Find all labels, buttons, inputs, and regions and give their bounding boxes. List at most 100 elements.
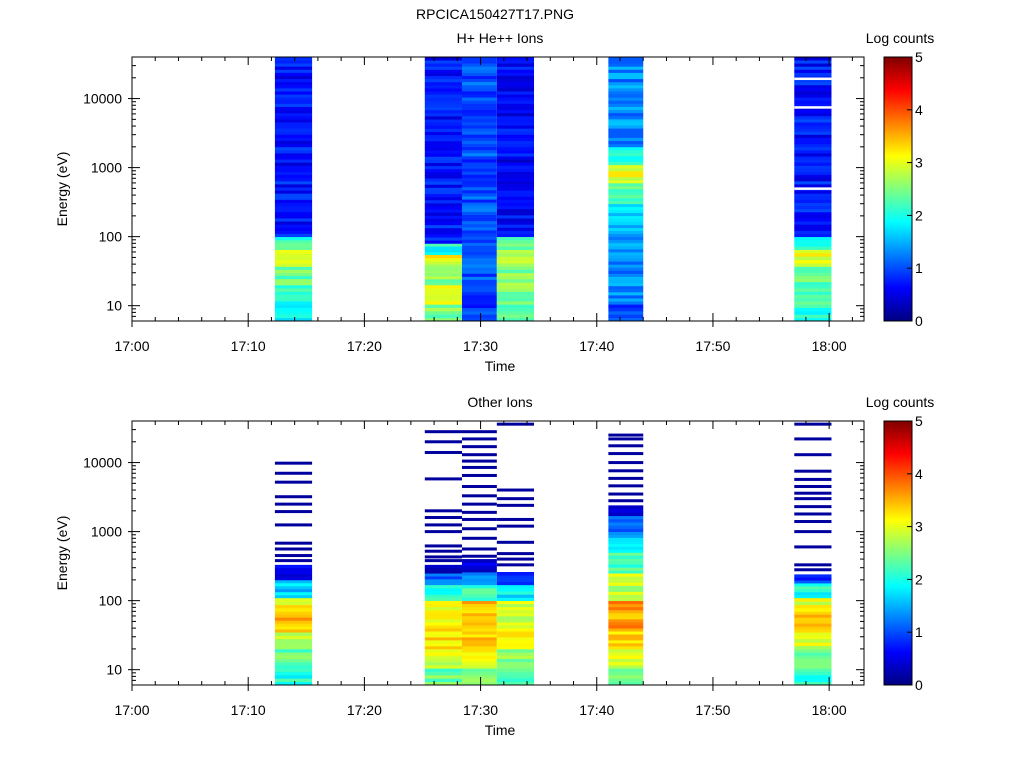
energy-bin <box>608 221 644 226</box>
energy-bin <box>424 628 462 632</box>
energy-bin <box>461 239 497 243</box>
energy-bin <box>274 171 313 176</box>
energy-bin <box>496 243 535 247</box>
energy-bin <box>496 122 535 126</box>
data-column <box>794 422 832 686</box>
energy-bin <box>424 215 462 219</box>
energy-bin <box>496 661 535 666</box>
energy-bin <box>274 143 313 148</box>
energy-bin <box>608 218 644 223</box>
energy-bin <box>461 648 497 653</box>
energy-bin <box>496 304 535 308</box>
energy-bin <box>274 81 313 86</box>
energy-bin <box>424 193 462 198</box>
energy-bin <box>274 118 313 123</box>
sparse-count-line <box>274 559 313 563</box>
sparse-count-line <box>496 563 535 567</box>
energy-bin <box>461 661 497 666</box>
energy-bin <box>274 156 313 160</box>
energy-bin <box>274 570 313 575</box>
energy-bin <box>424 131 462 136</box>
energy-bin <box>608 631 644 635</box>
energy-bin <box>608 642 644 647</box>
energy-bin <box>794 246 832 250</box>
energy-bin <box>608 301 644 305</box>
energy-bin <box>274 284 313 289</box>
energy-bin <box>424 615 462 620</box>
energy-bin <box>496 625 535 629</box>
energy-bin <box>424 631 462 635</box>
energy-bin <box>496 57 535 61</box>
energy-bin <box>424 69 462 73</box>
energy-bin <box>424 78 462 83</box>
energy-bin <box>608 131 644 135</box>
energy-bin <box>424 260 462 265</box>
energy-bin <box>496 681 535 686</box>
energy-bin <box>794 97 832 101</box>
energy-bin <box>274 162 313 166</box>
energy-bin <box>461 236 497 240</box>
energy-bin <box>496 171 535 176</box>
energy-bin <box>424 257 462 262</box>
energy-bin <box>461 171 497 175</box>
energy-bin <box>461 600 497 605</box>
energy-bin <box>496 587 535 592</box>
energy-bin <box>496 72 535 76</box>
energy-bin <box>461 597 497 602</box>
energy-bin <box>496 256 535 261</box>
energy-bin <box>794 614 832 618</box>
energy-bin <box>424 248 462 253</box>
energy-bin <box>461 310 497 315</box>
energy-bin <box>608 72 644 76</box>
energy-bin <box>424 84 462 89</box>
energy-bin <box>608 622 644 626</box>
energy-bin <box>794 281 832 286</box>
energy-bin <box>424 116 462 120</box>
energy-bin <box>274 112 313 117</box>
energy-bin <box>461 655 497 659</box>
energy-bin <box>608 628 644 632</box>
energy-bin <box>461 631 497 635</box>
energy-bin <box>496 291 535 296</box>
energy-bin <box>794 156 832 160</box>
data-column <box>461 430 497 686</box>
energy-bin <box>274 297 313 302</box>
energy-bin <box>274 655 313 659</box>
energy-bin <box>496 615 535 620</box>
energy-bin <box>608 600 644 605</box>
energy-bin <box>274 109 313 114</box>
energy-bin <box>496 263 535 267</box>
sparse-count-line <box>461 430 497 434</box>
energy-bin <box>461 301 497 305</box>
energy-bin <box>794 118 832 123</box>
energy-bin <box>424 72 462 77</box>
energy-bin <box>794 623 832 627</box>
energy-bin <box>608 567 644 571</box>
energy-bin <box>608 564 644 568</box>
energy-bin <box>424 143 462 148</box>
energy-bin <box>794 632 832 636</box>
energy-bin <box>461 571 497 576</box>
energy-bin <box>794 214 832 219</box>
energy-bin <box>274 183 313 188</box>
energy-bin <box>794 168 832 172</box>
energy-bin <box>794 601 832 605</box>
energy-bin <box>424 637 462 641</box>
x-tick-label: 17:10 <box>231 338 266 354</box>
energy-bin <box>461 634 497 638</box>
energy-bin <box>794 275 832 280</box>
energy-bin <box>794 193 832 197</box>
energy-bin <box>274 573 313 578</box>
energy-bin <box>461 97 497 101</box>
energy-bin <box>274 140 313 145</box>
energy-bin <box>608 176 644 181</box>
energy-bin <box>274 137 313 142</box>
energy-bin <box>496 153 535 157</box>
energy-bin <box>424 251 462 255</box>
energy-bin <box>274 582 313 587</box>
energy-bin <box>424 288 462 292</box>
energy-bin <box>461 69 497 73</box>
energy-bin <box>424 609 462 614</box>
energy-bin <box>496 246 535 250</box>
sparse-count-line <box>794 422 832 426</box>
